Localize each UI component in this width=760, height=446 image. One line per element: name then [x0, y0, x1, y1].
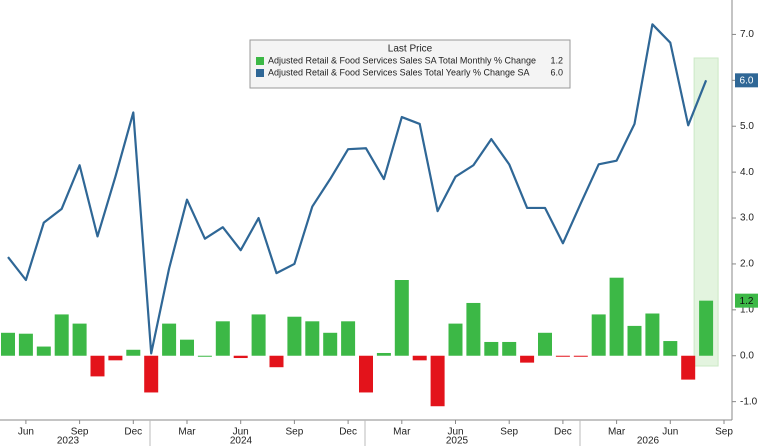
y-tick-label: 4.0 — [740, 167, 754, 178]
bar — [126, 349, 141, 356]
bar — [215, 321, 230, 356]
bar — [627, 325, 642, 356]
y-tick-label: 3.0 — [740, 213, 754, 224]
x-tick-label: Sep — [286, 427, 304, 438]
x-tick-label: Jun — [447, 427, 463, 438]
bar — [538, 332, 552, 356]
x-tick-label: Sep — [715, 427, 733, 438]
bar — [251, 314, 266, 356]
bar — [555, 355, 570, 357]
bar — [681, 355, 696, 380]
last-value-tag-label: 6.0 — [740, 75, 754, 86]
bar — [484, 341, 499, 356]
y-tick-label: -1.0 — [740, 396, 758, 407]
bar — [412, 355, 427, 361]
bar — [663, 341, 678, 356]
bar — [1, 332, 15, 356]
x-tick-label: Mar — [393, 427, 411, 438]
bar — [448, 323, 463, 356]
y-tick-label: 5.0 — [740, 121, 754, 132]
x-tick-label: Mar — [608, 427, 626, 438]
bar — [233, 355, 248, 359]
x-tick-label: Jun — [233, 427, 249, 438]
legend-label: Adjusted Retail & Food Services Sales To… — [268, 67, 529, 77]
bar — [18, 333, 33, 356]
year-label: 2024 — [230, 436, 253, 446]
legend-swatch — [256, 69, 264, 77]
bar — [72, 323, 87, 356]
bar — [376, 352, 391, 356]
year-label: 2025 — [446, 436, 469, 446]
legend-value: 6.0 — [550, 67, 563, 77]
x-tick-label: Dec — [339, 427, 357, 438]
bar — [341, 321, 356, 356]
bar — [269, 355, 284, 368]
bar — [609, 277, 624, 356]
legend-title: Last Price — [388, 44, 433, 55]
bar — [90, 355, 105, 377]
bar — [466, 302, 481, 356]
bar — [180, 339, 194, 356]
legend-swatch — [256, 57, 264, 65]
line — [7, 23, 708, 355]
bar — [502, 341, 517, 356]
bar — [699, 300, 714, 356]
bar — [430, 355, 445, 407]
x-tick-label: Jun — [18, 427, 34, 438]
bar — [144, 355, 159, 393]
year-label: 2026 — [637, 436, 660, 446]
x-tick-label: Sep — [71, 427, 89, 438]
bar — [573, 355, 588, 357]
x-tick-label: Jun — [662, 427, 678, 438]
last-value-tag — [735, 73, 758, 88]
last-value-tag-label: 1.2 — [740, 296, 754, 307]
x-tick-label: Sep — [500, 427, 518, 438]
bar — [520, 355, 535, 363]
legend-value: 1.2 — [550, 55, 563, 65]
x-tick-label: Dec — [124, 427, 142, 438]
bar — [645, 313, 660, 356]
y-tick-label: 7.0 — [740, 29, 754, 40]
bar — [197, 355, 212, 357]
bar — [305, 321, 320, 356]
bar — [162, 323, 177, 356]
legend-box — [249, 39, 571, 89]
y-tick-label: 2.0 — [740, 259, 754, 270]
y-tick-label: 1.0 — [740, 304, 754, 315]
bar — [323, 332, 338, 356]
bar — [359, 355, 373, 393]
bar — [591, 314, 606, 356]
bar — [394, 280, 409, 356]
x-tick-label: Mar — [178, 427, 196, 438]
bar — [287, 316, 302, 356]
bar — [36, 346, 51, 356]
legend-label: Adjusted Retail & Food Services Sales SA… — [268, 55, 536, 65]
x-tick-label: Dec — [554, 427, 572, 438]
year-label: 2023 — [57, 436, 80, 446]
bar — [54, 314, 69, 356]
y-tick-label: 0.0 — [740, 350, 754, 361]
last-value-tag — [735, 293, 758, 308]
bar — [108, 355, 123, 361]
